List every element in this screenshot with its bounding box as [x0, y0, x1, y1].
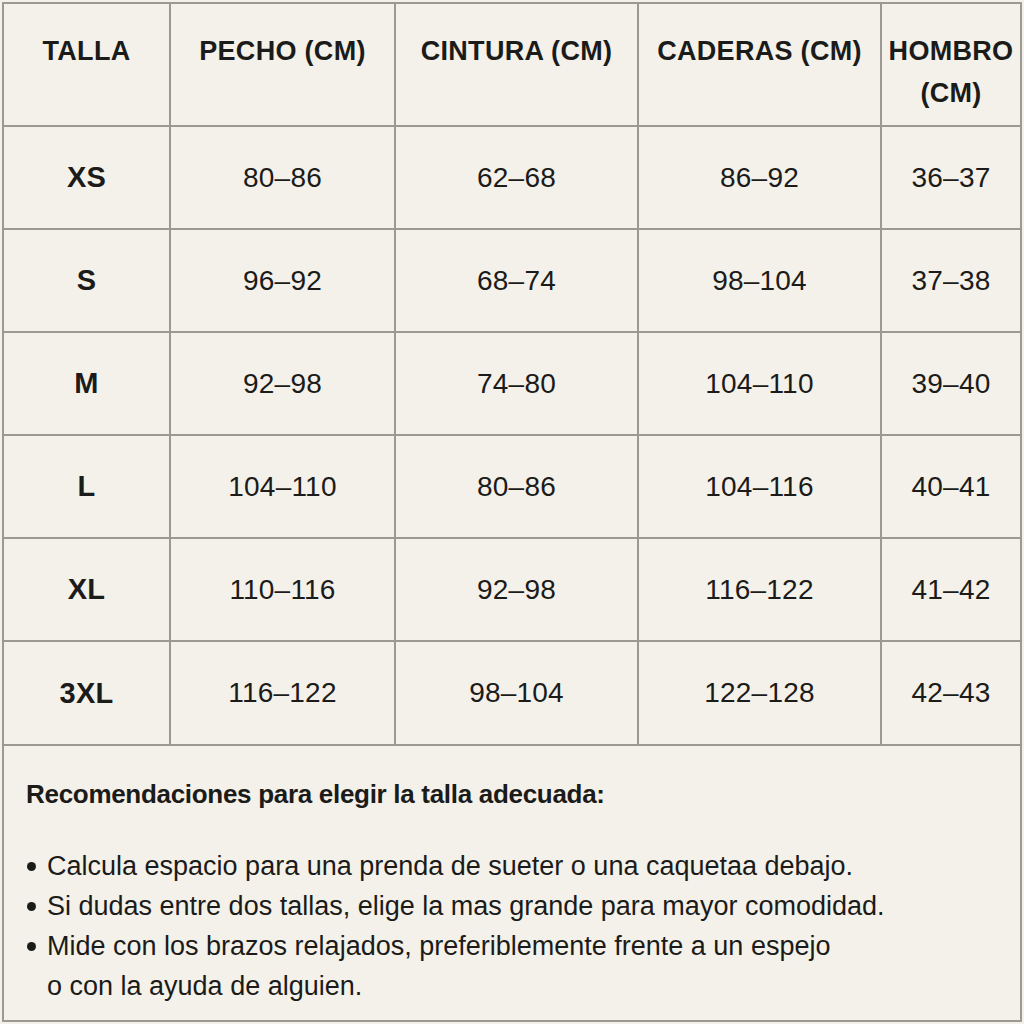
size-label: XS	[4, 126, 170, 229]
cintura-value: 62–68	[395, 126, 638, 229]
header-row: TALLA PECHO (CM) CINTURA (CM) CADERAS (C…	[4, 4, 1020, 126]
caderas-value: 86–92	[638, 126, 881, 229]
header-cintura: CINTURA (CM)	[395, 4, 638, 126]
header-hombro: HOMBRO (CM)	[881, 4, 1020, 126]
hombro-value: 39–40	[881, 332, 1020, 435]
size-label: S	[4, 229, 170, 332]
table-row: L 104–110 80–86 104–116 40–41	[4, 435, 1020, 538]
table-row: 3XL 116–122 98–104 122–128 42–43	[4, 641, 1020, 744]
size-label: L	[4, 435, 170, 538]
hombro-value: 40–41	[881, 435, 1020, 538]
pecho-value: 110–116	[170, 538, 395, 641]
size-table-wrap: TALLA PECHO (CM) CINTURA (CM) CADERAS (C…	[4, 4, 1020, 746]
caderas-value: 104–110	[638, 332, 881, 435]
bullet-icon	[27, 862, 36, 871]
hombro-value: 37–38	[881, 229, 1020, 332]
recommendations-list: Calcula espacio para una prenda de suete…	[26, 846, 996, 1006]
pecho-value: 104–110	[170, 435, 395, 538]
size-label: M	[4, 332, 170, 435]
caderas-value: 98–104	[638, 229, 881, 332]
table-row: XS 80–86 62–68 86–92 36–37	[4, 126, 1020, 229]
recommendations-title: Recomendaciones para elegir la talla ade…	[26, 779, 996, 810]
hombro-value: 36–37	[881, 126, 1020, 229]
cintura-value: 80–86	[395, 435, 638, 538]
table-row: M 92–98 74–80 104–110 39–40	[4, 332, 1020, 435]
table-row: S 96–92 68–74 98–104 37–38	[4, 229, 1020, 332]
header-pecho: PECHO (CM)	[170, 4, 395, 126]
cintura-value: 74–80	[395, 332, 638, 435]
list-item: Si dudas entre dos tallas, elige la mas …	[26, 886, 996, 926]
cintura-value: 68–74	[395, 229, 638, 332]
list-item: Mide con los brazos relajados, preferibl…	[26, 926, 996, 1006]
caderas-value: 116–122	[638, 538, 881, 641]
bullet-icon	[27, 942, 36, 951]
size-table: TALLA PECHO (CM) CINTURA (CM) CADERAS (C…	[4, 4, 1020, 744]
pecho-value: 80–86	[170, 126, 395, 229]
bullet-icon	[27, 902, 36, 911]
size-chart-sheet: TALLA PECHO (CM) CINTURA (CM) CADERAS (C…	[2, 2, 1022, 1022]
hombro-value: 41–42	[881, 538, 1020, 641]
size-label: 3XL	[4, 641, 170, 744]
hombro-value: 42–43	[881, 641, 1020, 744]
list-item: Calcula espacio para una prenda de suete…	[26, 846, 996, 886]
cintura-value: 98–104	[395, 641, 638, 744]
pecho-value: 96–92	[170, 229, 395, 332]
caderas-value: 122–128	[638, 641, 881, 744]
caderas-value: 104–116	[638, 435, 881, 538]
cintura-value: 92–98	[395, 538, 638, 641]
header-talla: TALLA	[4, 4, 170, 126]
pecho-value: 116–122	[170, 641, 395, 744]
size-label: XL	[4, 538, 170, 641]
pecho-value: 92–98	[170, 332, 395, 435]
recommendations-section: Recomendaciones para elegir la talla ade…	[4, 746, 1020, 1006]
header-caderas: CADERAS (CM)	[638, 4, 881, 126]
table-row: XL 110–116 92–98 116–122 41–42	[4, 538, 1020, 641]
